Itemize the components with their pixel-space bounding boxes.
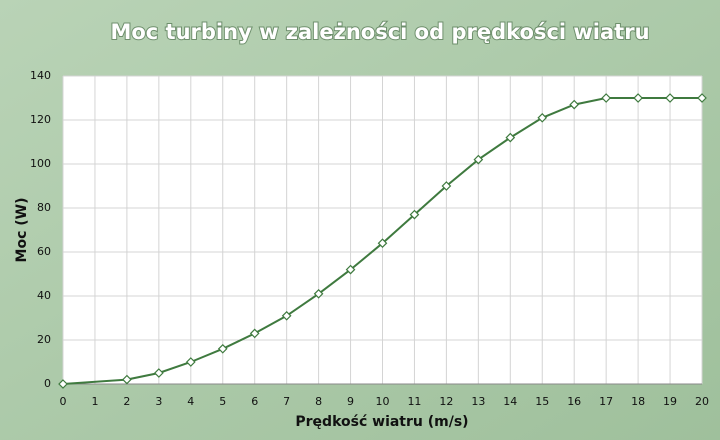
chart-title: Moc turbiny w zależności od prędkości wi… xyxy=(110,20,649,44)
data-point xyxy=(185,357,196,367)
data-point xyxy=(473,154,484,165)
x-tick-label: 19 xyxy=(663,395,677,408)
data-point xyxy=(633,93,643,103)
y-tick-label: 60 xyxy=(37,245,51,258)
data-point xyxy=(249,328,260,339)
data-point xyxy=(377,238,388,249)
data-point xyxy=(665,93,675,103)
x-tick-label: 10 xyxy=(376,395,390,408)
x-tick-label: 0 xyxy=(60,395,67,408)
y-tick-label: 80 xyxy=(37,201,51,214)
x-tick-label: 5 xyxy=(219,395,226,408)
y-tick-label: 120 xyxy=(30,113,51,126)
y-tick-label: 40 xyxy=(37,289,51,302)
x-tick-label: 2 xyxy=(123,395,130,408)
data-point xyxy=(154,368,164,378)
data-point xyxy=(122,374,132,385)
x-tick-label: 16 xyxy=(567,395,581,408)
x-tick-label: 20 xyxy=(695,395,709,408)
data-point xyxy=(281,310,292,321)
x-tick-label: 6 xyxy=(251,395,258,408)
x-tick-label: 9 xyxy=(347,395,354,408)
x-tick-label: 3 xyxy=(155,395,162,408)
x-tick-label: 14 xyxy=(503,395,517,408)
data-point xyxy=(58,379,68,389)
x-tick-label: 18 xyxy=(631,395,645,408)
data-point xyxy=(505,132,516,143)
x-axis-label: Prędkość wiatru (m/s) xyxy=(295,414,468,430)
x-tick-label: 7 xyxy=(283,395,290,408)
data-point xyxy=(569,99,580,110)
x-tick-label: 1 xyxy=(91,395,98,408)
x-tick-label: 11 xyxy=(407,395,421,408)
x-tick-label: 15 xyxy=(535,395,549,408)
data-point xyxy=(345,264,356,275)
data-point xyxy=(217,343,228,354)
data-point xyxy=(409,209,420,220)
y-tick-label: 20 xyxy=(37,333,51,346)
y-tick-label: 0 xyxy=(44,377,51,390)
data-point xyxy=(601,93,611,103)
x-tick-label: 8 xyxy=(315,395,322,408)
x-tick-label: 4 xyxy=(187,395,194,408)
data-line xyxy=(62,97,702,385)
x-tick-label: 17 xyxy=(599,395,613,408)
x-tick-label: 12 xyxy=(439,395,453,408)
data-point xyxy=(441,181,452,191)
y-tick-label: 100 xyxy=(30,157,51,170)
data-point xyxy=(697,93,707,103)
y-tick-label: 140 xyxy=(30,69,51,82)
x-tick-label: 13 xyxy=(471,395,485,408)
data-point xyxy=(537,112,548,123)
y-axis-label: Moc (W) xyxy=(14,198,30,263)
data-point xyxy=(313,288,324,299)
